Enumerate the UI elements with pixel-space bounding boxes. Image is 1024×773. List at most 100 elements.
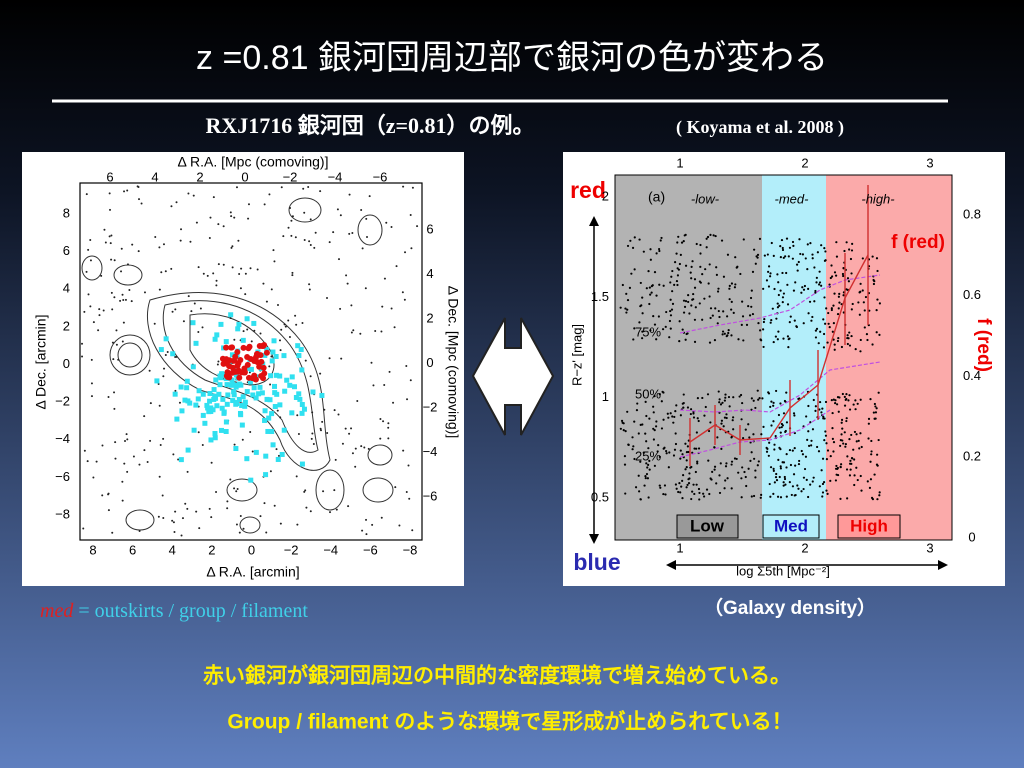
plot-dot [762,328,765,331]
plot-dot [698,491,701,495]
map-dot [120,270,123,273]
plot-dot [744,428,747,431]
plot-dot [741,315,745,318]
plot-dot [769,275,772,278]
map-dot [305,506,308,509]
plot-dot [795,325,798,328]
plot-dot [845,397,848,401]
map-dot [138,463,141,466]
plot-dot [778,304,781,307]
plot-dot [823,439,826,442]
plot-dot [619,306,622,309]
plot-dot [816,445,819,449]
plot-dot [869,398,872,401]
plot-dot [717,309,720,313]
map-dot [241,438,244,441]
map-dot [171,519,174,522]
plot-dot [699,281,702,284]
map-dot [229,317,232,320]
plot-dot [648,286,651,289]
plot-dot [770,424,773,427]
plot-dot [686,483,689,487]
plot-dot [770,241,773,245]
plot-dot [728,287,731,290]
plot-dot [792,244,795,247]
plot-dot [671,415,674,418]
plot-dot [821,407,824,410]
map-dot [110,291,113,294]
map-dot [244,272,247,275]
plot-dot [874,417,877,420]
map-dot [186,507,189,510]
plot-dot [842,274,845,278]
plot-dot [871,498,875,501]
plot-dot [850,272,853,275]
map-cyan [299,410,305,416]
plot-dot [774,335,777,338]
plot-dot [649,258,652,261]
plot-dot [648,417,651,420]
plot-dot [724,396,727,399]
plot-dot [836,312,840,316]
plot-dot [741,300,744,303]
map-dot [173,530,176,533]
map-dot [217,223,220,226]
plot-dot [691,490,694,493]
map-cyan [233,446,239,452]
map-dot [89,239,92,242]
plot-dot [730,460,734,463]
plot-dot [682,474,685,477]
map-dot [146,461,149,464]
map-cyan [240,394,246,400]
plot-dot [676,283,679,287]
plot-dot [841,439,844,442]
y2-tick-label: 0.6 [963,287,981,302]
plot-dot [726,477,729,480]
plot-dot [779,256,782,259]
plot-dot [674,410,677,413]
plot-dot [821,482,825,486]
map-cyan [269,358,275,364]
plot-dot [830,399,833,402]
map-dot [365,518,368,521]
map-dot [82,527,85,530]
map-dot [372,384,375,387]
plot-dot [767,391,770,394]
plot-dot [757,322,760,325]
plot-dot [806,438,809,441]
plot-dot [619,427,622,430]
plot-dot [834,467,838,470]
plot-dot [664,493,667,496]
plot-dot [754,406,757,410]
plot-dot [859,338,862,342]
plot-dot [647,447,650,450]
plot-dot [713,468,716,471]
plot-dot [815,327,819,330]
plot-dot [762,425,765,428]
plot-dot [776,306,780,309]
plot-dot [831,411,834,415]
plot-dot [752,433,755,436]
plot-dot [859,290,862,293]
map-top-tick: −4 [328,169,343,184]
plot-dot [845,419,848,423]
plot-dot [814,409,817,412]
plot-dot [633,236,636,239]
map-bottom-tick: −4 [323,542,338,557]
plot-dot [754,262,757,265]
map-dot [124,298,127,301]
plot-dot [863,326,866,329]
map-dot [180,228,183,231]
map-cyan [299,461,305,467]
map-dot [189,240,192,243]
plot-dot [860,445,863,449]
map-cyan [279,451,285,457]
plot-dot [666,412,669,415]
map-dot [170,205,173,208]
map-cyan [214,403,220,409]
map-cyan [211,396,217,402]
map-cyan [271,338,277,344]
plot-dot [810,439,813,442]
plot-dot [655,294,658,297]
